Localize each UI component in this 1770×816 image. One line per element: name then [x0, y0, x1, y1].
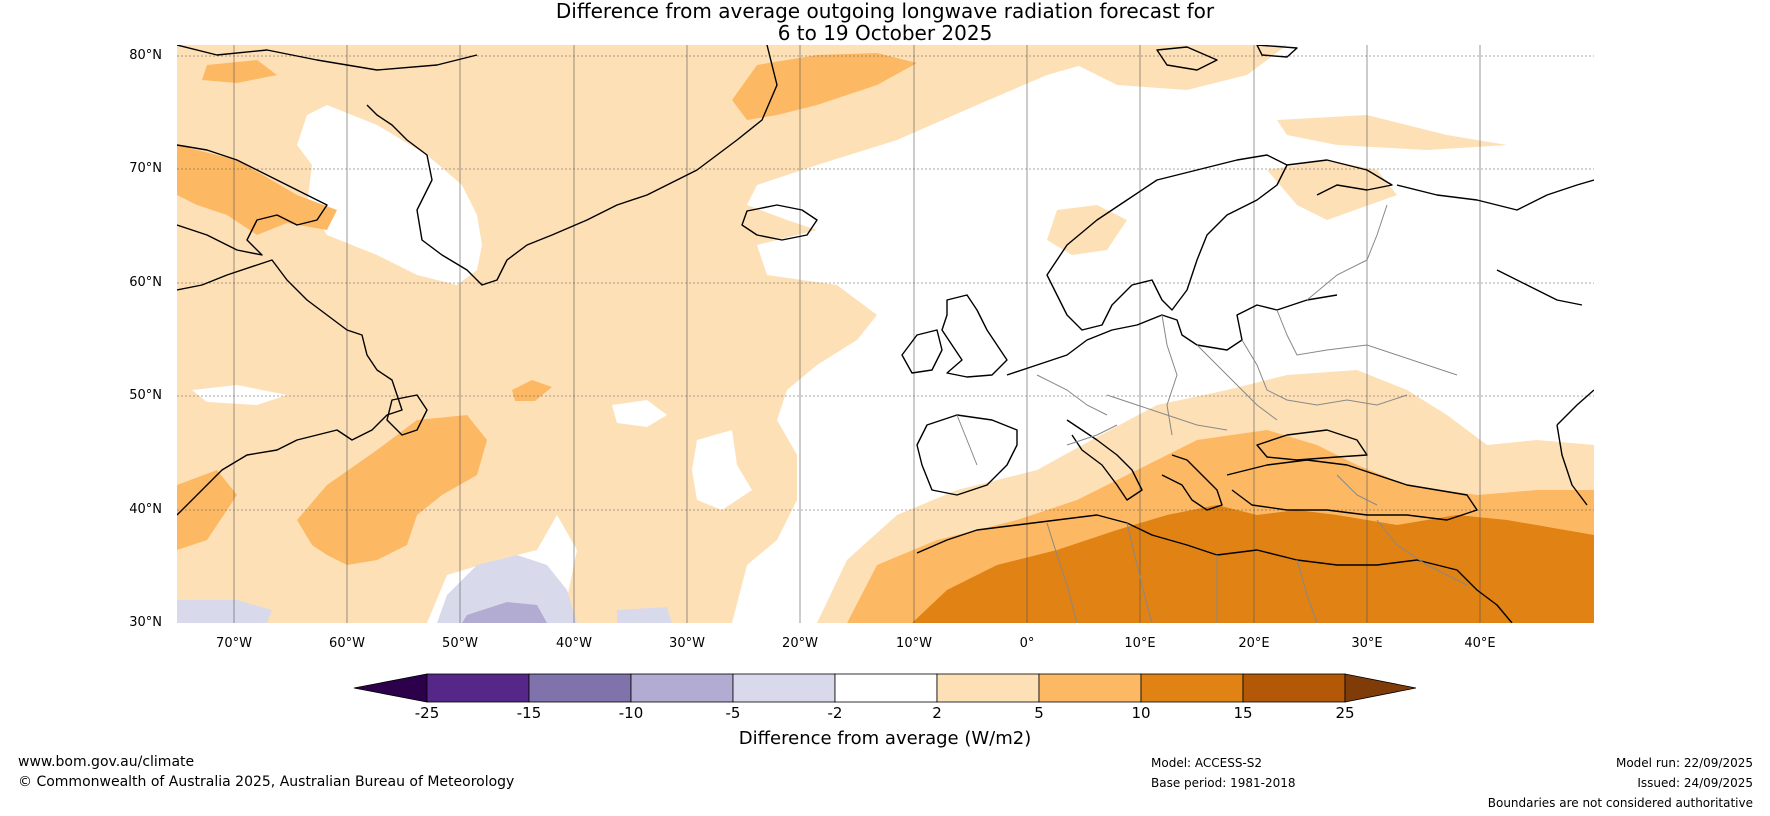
- coast-iceland: [741, 204, 818, 241]
- footer-website: www.bom.gov.au/climate: [18, 754, 195, 770]
- coast-redsea: [1456, 569, 1513, 623]
- lon-label-60w: 60°W: [329, 636, 365, 651]
- coast-baffin: [177, 144, 328, 256]
- anomaly-white-atlantic3: [692, 430, 752, 510]
- lat-label-60n: 60°N: [129, 275, 162, 290]
- footer-model: Model: ACCESS-S2: [1151, 756, 1263, 770]
- colorbar-bin-6: [936, 673, 1040, 703]
- lon-label-50w: 50°W: [442, 636, 478, 651]
- coast-turkey: [1226, 459, 1478, 521]
- footer-model-run: Model run: 22/09/2025: [1615, 756, 1753, 770]
- colorbar: [353, 673, 1417, 703]
- colorbar-tick-m2: -2: [827, 704, 843, 722]
- anomaly-neg-5-10: [462, 602, 547, 623]
- colorbar-tick-2: 2: [932, 704, 942, 722]
- colorbar-bin-5: [834, 673, 938, 703]
- coast-kola: [1286, 159, 1393, 196]
- colorbar-label: Difference from average (W/m2): [738, 728, 1032, 749]
- colorbar-tick-5: 5: [1034, 704, 1044, 722]
- coast-labrador: [177, 259, 403, 516]
- coast-blacksea: [1256, 429, 1368, 461]
- footer-base-period: Base period: 1981-2018: [1151, 776, 1296, 790]
- coast-newfoundland: [386, 394, 428, 436]
- colorbar-tick-m5: -5: [725, 704, 741, 722]
- lon-label-30e: 30°E: [1351, 636, 1383, 651]
- anomaly-5-10-topleft: [202, 60, 277, 83]
- colorbar-tick-10: 10: [1131, 704, 1151, 722]
- colorbar-tick-m15: -15: [516, 704, 542, 722]
- lon-label-10w: 10°W: [896, 636, 932, 651]
- colorbar-extend-high: [1344, 673, 1417, 703]
- graticule: [233, 45, 1481, 623]
- colorbar-tick-m25: -25: [414, 704, 440, 722]
- colorbar-bin-3: [630, 673, 734, 703]
- lon-label-20w: 20°W: [782, 636, 818, 651]
- anomaly-white-atlantic2: [612, 400, 667, 427]
- footer-copyright: © Commonwealth of Australia 2025, Austra…: [18, 774, 515, 790]
- lon-label-30w: 30°W: [669, 636, 705, 651]
- anomaly-white-greenland: [297, 105, 482, 285]
- coast-ireland: [901, 329, 943, 374]
- map-title-line1: Difference from average outgoing longwav…: [555, 0, 1215, 23]
- lon-label-10e: 10°E: [1124, 636, 1156, 651]
- coast-greenland-n: [177, 45, 478, 71]
- colorbar-bin-2: [528, 673, 632, 703]
- anomaly-white-atlantic1: [192, 385, 287, 405]
- coast-caspian: [1556, 389, 1594, 506]
- anomaly-2-5-arctic-e: [1277, 115, 1507, 150]
- coast-iberia: [916, 414, 1018, 496]
- anomaly-neg-2-5-c: [617, 607, 672, 623]
- anomaly-5-10-atlantic: [297, 415, 487, 565]
- coast-britain: [941, 294, 1008, 378]
- map-panel: [177, 45, 1594, 623]
- footer-disclaimer: Boundaries are not considered authoritat…: [1487, 796, 1753, 810]
- colorbar-extend-low: [353, 673, 428, 703]
- anomaly-5-10-balkans: [1167, 455, 1267, 500]
- borders: [956, 204, 1468, 623]
- lat-label-70n: 70°N: [129, 161, 162, 176]
- footer-issued: Issued: 24/09/2025: [1637, 776, 1753, 790]
- anomaly-5-10-nw: [177, 145, 337, 235]
- coastlines: [177, 45, 1594, 623]
- colorbar-bin-1: [426, 673, 530, 703]
- coast-ural: [1496, 269, 1583, 306]
- anomaly-10-15-south: [912, 505, 1594, 623]
- colorbar-tick-25: 25: [1335, 704, 1355, 722]
- lon-label-0: 0°: [1019, 636, 1035, 651]
- coast-svalbard: [1156, 45, 1298, 71]
- colorbar-bin-4: [732, 673, 836, 703]
- lat-label-40n: 40°N: [129, 502, 162, 517]
- map-title-line2: 6 to 19 October 2025: [777, 21, 993, 45]
- lat-label-30n: 30°N: [129, 615, 162, 630]
- colorbar-tick-15: 15: [1233, 704, 1253, 722]
- coast-arctic-russia: [1396, 179, 1594, 211]
- lon-label-40e: 40°E: [1464, 636, 1496, 651]
- coast-europe: [1006, 294, 1338, 376]
- anomaly-neg-2-5-a: [177, 600, 272, 623]
- coast-greenland: [366, 45, 778, 286]
- colorbar-bin-8: [1140, 673, 1244, 703]
- anomaly-2-5-russia: [1267, 160, 1397, 220]
- anomaly-5-10-greenland: [732, 53, 917, 120]
- anomaly-neg-2-5-b: [437, 555, 577, 623]
- lon-label-20e: 20°E: [1238, 636, 1270, 651]
- coast-scandinavia: [1046, 154, 1288, 331]
- colorbar-bin-7: [1038, 673, 1142, 703]
- colorbar-tick-m10: -10: [618, 704, 644, 722]
- lon-label-70w: 70°W: [216, 636, 252, 651]
- anomaly-2-5-norway: [1047, 205, 1127, 255]
- coast-africa: [916, 514, 1458, 571]
- lon-label-40w: 40°W: [556, 636, 592, 651]
- colorbar-bin-9: [1242, 673, 1346, 703]
- lat-label-80n: 80°N: [129, 48, 162, 63]
- lat-label-50n: 50°N: [129, 388, 162, 403]
